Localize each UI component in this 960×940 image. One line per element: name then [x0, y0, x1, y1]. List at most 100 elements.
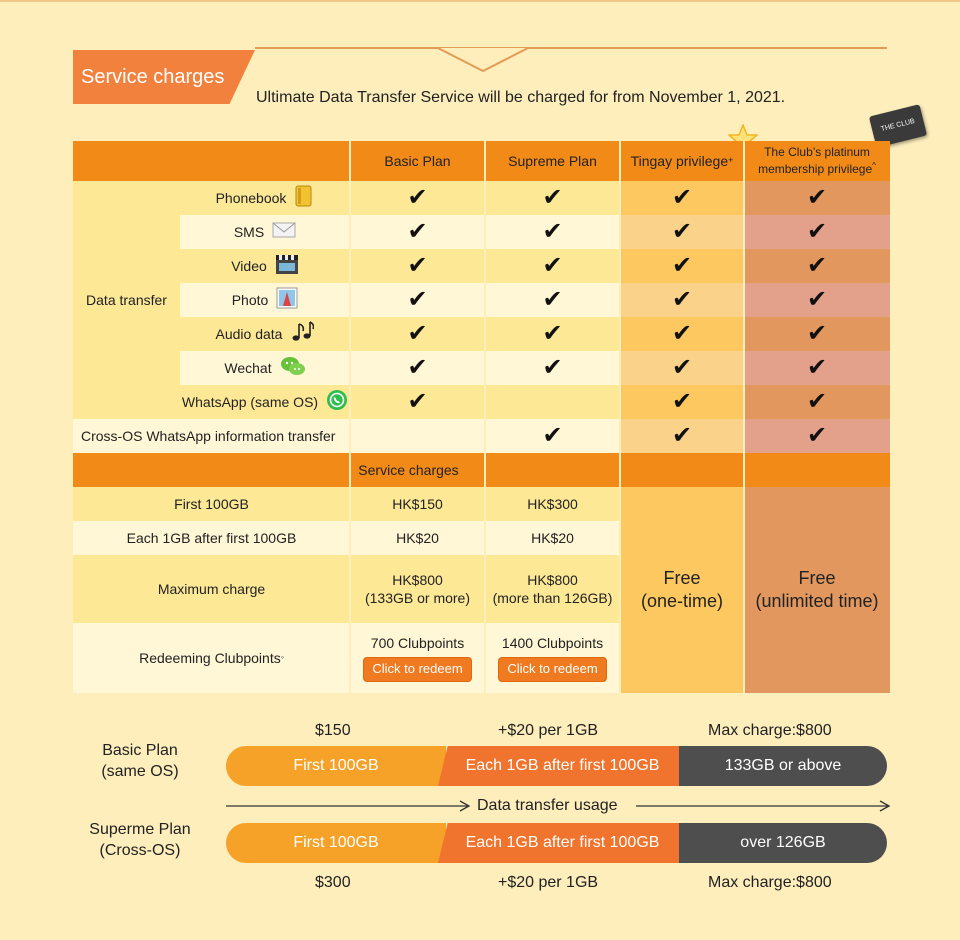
- check-icon: ✔: [542, 218, 563, 245]
- basic-top-price-1: $150: [315, 722, 351, 739]
- check-icon: ✔: [542, 184, 563, 211]
- charge-label-first: First 100GB: [73, 487, 350, 521]
- check-icon: ✔: [671, 422, 693, 449]
- charge-supreme-first: HK$300: [485, 487, 620, 521]
- col-supreme-plan: Supreme Plan: [485, 141, 620, 181]
- data-transfer-row-label: Video: [180, 249, 350, 283]
- basic-segment-first: First 100GB: [226, 746, 446, 786]
- data-transfer-tingay: ✔: [620, 317, 744, 351]
- col-tingay-label: Tingay privilege: [630, 152, 729, 169]
- data-transfer-row-label: Phonebook: [180, 181, 350, 215]
- basic-segment-max: 133GB or above: [679, 746, 887, 786]
- data-transfer-basic: ✔: [350, 351, 485, 385]
- basic-plan-label-line2: (same OS): [101, 762, 179, 780]
- club-free-note: (unlimited time): [755, 591, 879, 611]
- col-club: The Club’s platinum membership privilege…: [744, 141, 890, 181]
- tingay-free-note: (one-time): [640, 591, 724, 611]
- basic-top-price-2: +$20 per 1GB: [498, 722, 599, 739]
- redeem-label-sup: ◦: [280, 652, 284, 663]
- supreme-plan-label-line1: Superme Plan: [89, 821, 191, 838]
- data-transfer-tingay: ✔: [620, 385, 744, 419]
- basic-plan-bar: First 100GB Each 1GB after first 100GB 1…: [226, 746, 887, 786]
- basic-plan-label-line1: Basic Plan: [102, 742, 178, 759]
- redeem-label: Redeeming Clubpoints ◦: [73, 623, 350, 693]
- data-transfer-club: ✔: [744, 317, 890, 351]
- supreme-segment-first: First 100GB: [226, 823, 446, 863]
- col-basic-plan: Basic Plan: [350, 141, 485, 181]
- supreme-plan-label: Superme Plan (Cross-OS): [78, 820, 202, 862]
- redeem-supreme-button[interactable]: Click to redeem: [498, 656, 607, 682]
- col-tingay: Tingay privilege +: [620, 141, 744, 181]
- data-transfer-row-label: SMS: [180, 215, 350, 249]
- data-transfer-tingay: ✔: [620, 283, 744, 317]
- check-icon: ✔: [671, 320, 693, 347]
- cross-os-supreme: ✔: [485, 419, 620, 453]
- cross-os-tingay: ✔: [620, 419, 744, 453]
- data-transfer-row-text: Video: [231, 257, 267, 274]
- wechat-icon: [280, 355, 306, 381]
- data-transfer-group-label: Data transfer: [73, 181, 180, 419]
- data-transfer-supreme: [485, 385, 620, 419]
- col-tingay-sup: +: [728, 155, 734, 166]
- charge-supreme-each: HK$20: [485, 521, 620, 555]
- supreme-plan-bar: First 100GB Each 1GB after first 100GB o…: [226, 823, 887, 863]
- photo-icon: [276, 287, 298, 313]
- charges-header-club: [744, 453, 890, 487]
- check-icon: ✔: [542, 354, 563, 381]
- data-transfer-tingay: ✔: [620, 351, 744, 385]
- check-icon: ✔: [407, 218, 428, 245]
- charge-label-each: Each 1GB after first 100GB: [73, 521, 350, 555]
- check-icon: ✔: [806, 218, 828, 245]
- supreme-bottom-price-3: Max charge:$800: [708, 874, 832, 891]
- club-free: Free (unlimited time): [744, 487, 890, 693]
- envelope-icon: [272, 221, 296, 243]
- check-icon: ✔: [806, 354, 828, 381]
- charge-basic-first: HK$150: [350, 487, 485, 521]
- col-club-text: The Club’s platinum membership privilege: [758, 144, 873, 176]
- data-transfer-basic: ✔: [350, 283, 485, 317]
- basic-top-price-3: Max charge:$800: [708, 722, 832, 739]
- data-transfer-supreme: ✔: [485, 181, 620, 215]
- check-icon: ✔: [806, 422, 828, 449]
- charge-basic-max: HK$800 (133GB or more): [350, 555, 485, 623]
- supreme-plan-label-line2: (Cross-OS): [99, 841, 181, 859]
- music-notes-icon: [290, 321, 315, 347]
- basic-plan-label: Basic Plan (same OS): [78, 741, 202, 783]
- usage-axis-label: Data transfer usage: [477, 797, 618, 814]
- data-transfer-basic: ✔: [350, 215, 485, 249]
- charge-supreme-max-note: (more than 126GB): [492, 590, 613, 606]
- data-transfer-supreme: ✔: [485, 249, 620, 283]
- check-icon: ✔: [407, 184, 428, 211]
- data-transfer-row-text: SMS: [233, 223, 265, 240]
- data-transfer-club: ✔: [744, 283, 890, 317]
- data-transfer-supreme: ✔: [485, 283, 620, 317]
- check-icon: ✔: [407, 320, 428, 347]
- charge-basic-each: HK$20: [350, 521, 485, 555]
- redeem-label-text: Redeeming Clubpoints: [139, 649, 281, 666]
- data-transfer-row-label: Audio data: [180, 317, 350, 351]
- charge-supreme-max-value: HK$800: [527, 571, 578, 588]
- data-transfer-basic: ✔: [350, 317, 485, 351]
- cross-os-club: ✔: [744, 419, 890, 453]
- check-icon: ✔: [671, 388, 693, 415]
- redeem-supreme: 1400 Clubpoints Click to redeem: [485, 623, 620, 693]
- check-icon: ✔: [671, 184, 693, 211]
- check-icon: ✔: [407, 286, 428, 313]
- redeem-basic-button[interactable]: Click to redeem: [363, 656, 472, 682]
- section-subtitle: Ultimate Data Transfer Service will be c…: [256, 89, 786, 106]
- data-transfer-tingay: ✔: [620, 249, 744, 283]
- check-icon: ✔: [806, 252, 828, 279]
- data-transfer-row-text: Photo: [231, 291, 269, 308]
- check-icon: ✔: [407, 252, 428, 279]
- charge-basic-max-note: (133GB or more): [364, 590, 471, 606]
- data-transfer-club: ✔: [744, 385, 890, 419]
- check-icon: ✔: [806, 184, 828, 211]
- phonebook-icon: [294, 185, 314, 211]
- grid-vline: [743, 141, 745, 693]
- data-transfer-club: ✔: [744, 351, 890, 385]
- data-transfer-row-text: WhatsApp (same OS): [181, 393, 319, 410]
- supreme-bottom-price-2: +$20 per 1GB: [498, 874, 599, 891]
- check-icon: ✔: [407, 388, 428, 415]
- basic-segment-each: Each 1GB after first 100GB: [438, 746, 679, 786]
- data-transfer-basic: ✔: [350, 181, 485, 215]
